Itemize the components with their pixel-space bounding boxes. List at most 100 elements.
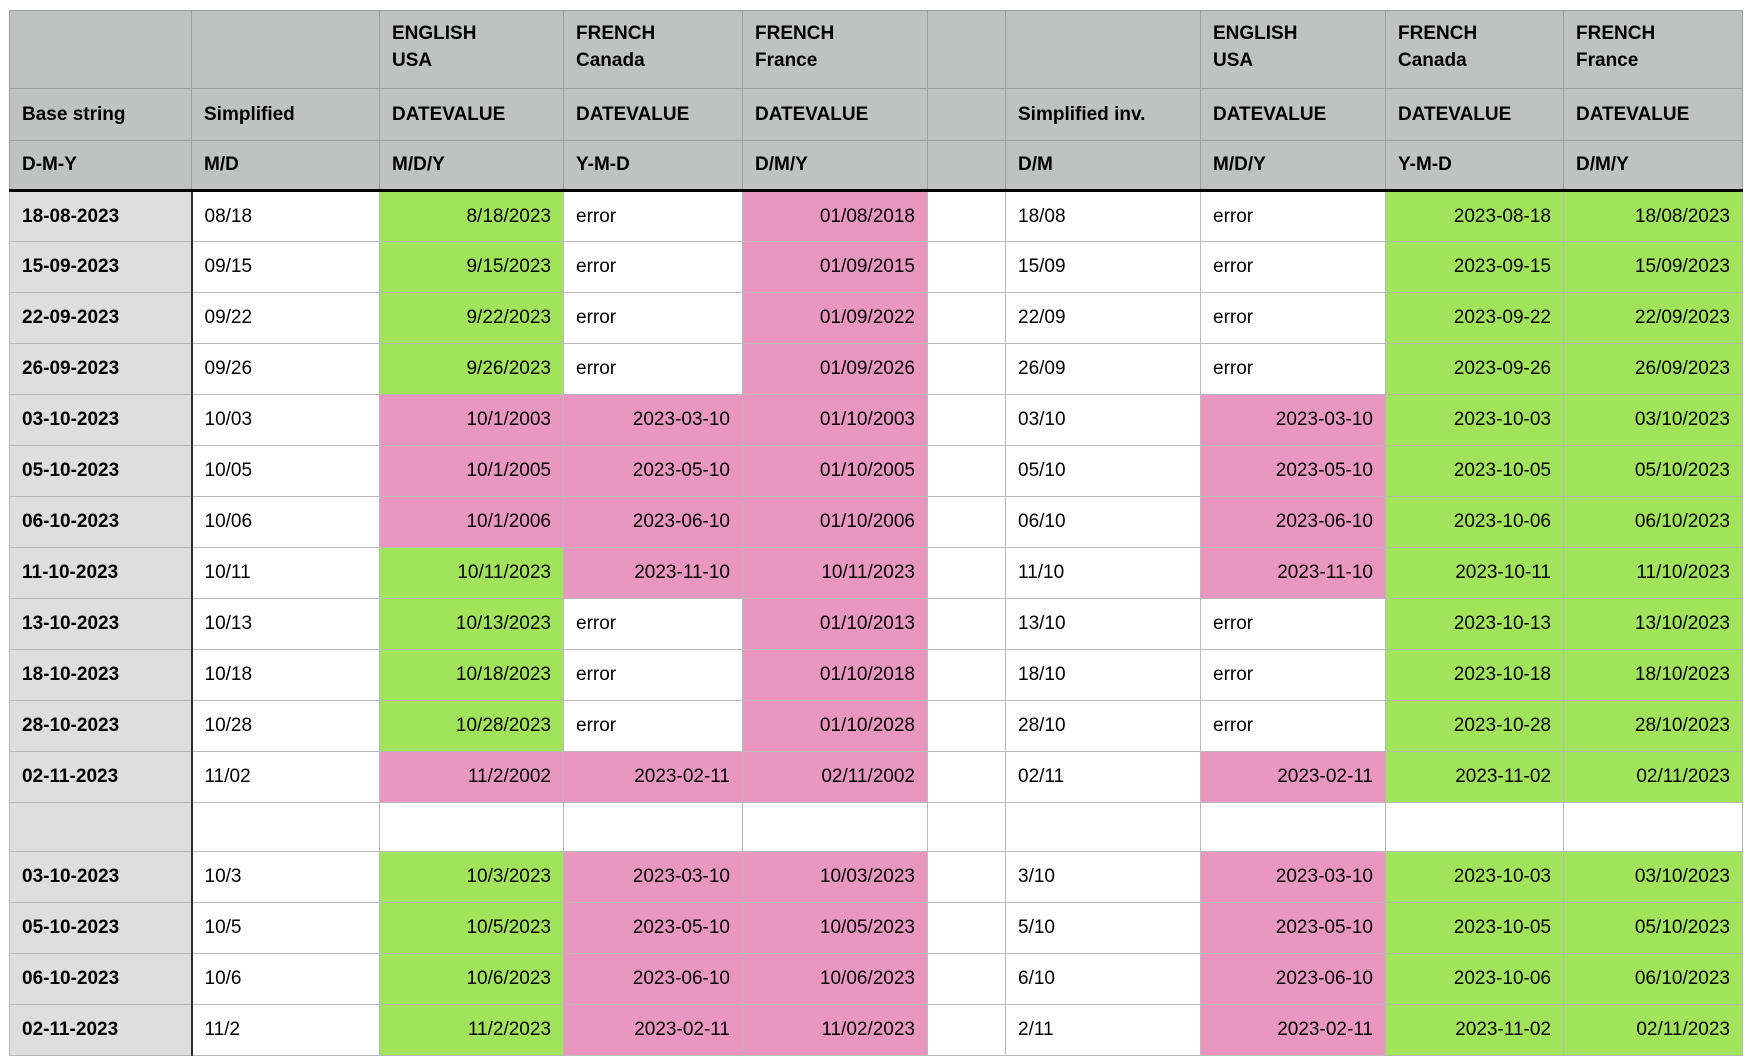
cell-simplified[interactable]: 08/18: [191, 190, 380, 242]
cell-datevalue-english-usa[interactable]: 9/15/2023: [379, 241, 564, 293]
cell-datevalue-french-france[interactable]: 01/10/2003: [742, 394, 928, 446]
cell-inv-datevalue-french-canada[interactable]: 2023-11-02: [1385, 751, 1564, 803]
cell-datevalue-french-canada[interactable]: 2023-02-11: [563, 1004, 743, 1056]
cell-inv-datevalue-english-usa[interactable]: error: [1200, 700, 1386, 752]
cell-simplified[interactable]: 11/2: [191, 1004, 380, 1056]
cell-simplified-inverted[interactable]: 02/11: [1005, 751, 1201, 803]
cell-inv-datevalue-french-canada[interactable]: 2023-11-02: [1385, 1004, 1564, 1056]
cell-base-string[interactable]: 11-10-2023: [9, 547, 193, 599]
cell-datevalue-english-usa[interactable]: 11/2/2023: [379, 1004, 564, 1056]
cell-datevalue-french-canada[interactable]: 2023-06-10: [563, 953, 743, 1005]
cell-datevalue-english-usa[interactable]: 10/1/2005: [379, 445, 564, 497]
cell-datevalue-french-france[interactable]: 02/11/2002: [742, 751, 928, 803]
cell-inv-datevalue-english-usa[interactable]: error: [1200, 343, 1386, 395]
cell-inv-datevalue-english-usa[interactable]: 2023-05-10: [1200, 445, 1386, 497]
cell-datevalue-french-france[interactable]: 01/10/2005: [742, 445, 928, 497]
cell-simplified[interactable]: 09/22: [191, 292, 380, 344]
cell-base-string[interactable]: 28-10-2023: [9, 700, 193, 752]
cell-simplified[interactable]: 10/03: [191, 394, 380, 446]
cell-datevalue-english-usa[interactable]: 9/26/2023: [379, 343, 564, 395]
cell-inv-datevalue-french-france[interactable]: 26/09/2023: [1563, 343, 1743, 395]
cell-spacer[interactable]: [927, 547, 1006, 599]
cell-base-string[interactable]: 02-11-2023: [9, 751, 193, 803]
cell-simplified[interactable]: 10/6: [191, 953, 380, 1005]
cell-simplified-inverted[interactable]: 2/11: [1005, 1004, 1201, 1056]
cell-simplified[interactable]: 10/18: [191, 649, 380, 701]
cell-datevalue-french-france[interactable]: 01/10/2013: [742, 598, 928, 650]
cell-spacer[interactable]: [927, 802, 1006, 852]
cell-simplified[interactable]: 10/13: [191, 598, 380, 650]
cell-inv-datevalue-english-usa[interactable]: 2023-03-10: [1200, 394, 1386, 446]
cell-inv-datevalue-french-canada[interactable]: 2023-10-11: [1385, 547, 1564, 599]
cell-datevalue-french-france[interactable]: 10/03/2023: [742, 851, 928, 903]
cell-spacer[interactable]: [927, 190, 1006, 242]
cell-datevalue-english-usa[interactable]: 8/18/2023: [379, 190, 564, 242]
cell-base-string[interactable]: 26-09-2023: [9, 343, 193, 395]
cell-spacer[interactable]: [927, 394, 1006, 446]
cell-base-string[interactable]: 13-10-2023: [9, 598, 193, 650]
cell-spacer[interactable]: [927, 496, 1006, 548]
cell-base-string[interactable]: 18-08-2023: [9, 190, 193, 242]
cell-spacer[interactable]: [927, 649, 1006, 701]
cell-simplified[interactable]: 10/06: [191, 496, 380, 548]
cell-inv-datevalue-english-usa[interactable]: 2023-06-10: [1200, 496, 1386, 548]
cell-simplified-inverted[interactable]: 03/10: [1005, 394, 1201, 446]
cell-simplified-inverted[interactable]: 3/10: [1005, 851, 1201, 903]
cell-datevalue-french-canada[interactable]: error: [563, 241, 743, 293]
cell-inv-datevalue-french-canada[interactable]: 2023-10-03: [1385, 851, 1564, 903]
cell-datevalue-french-canada[interactable]: error: [563, 598, 743, 650]
cell-inv-datevalue-french-france[interactable]: 22/09/2023: [1563, 292, 1743, 344]
cell-base-string[interactable]: 03-10-2023: [9, 851, 193, 903]
cell-inv-datevalue-english-usa[interactable]: error: [1200, 190, 1386, 242]
cell-simplified[interactable]: 10/3: [191, 851, 380, 903]
cell-simplified[interactable]: 09/15: [191, 241, 380, 293]
cell-inv-datevalue-french-canada[interactable]: 2023-10-18: [1385, 649, 1564, 701]
cell-inv-datevalue-french-france[interactable]: 02/11/2023: [1563, 751, 1743, 803]
cell-datevalue-english-usa[interactable]: 10/1/2003: [379, 394, 564, 446]
cell-inv-datevalue-french-canada[interactable]: 2023-10-06: [1385, 496, 1564, 548]
cell-base-string[interactable]: 15-09-2023: [9, 241, 193, 293]
cell-inv-datevalue-french-canada[interactable]: 2023-09-15: [1385, 241, 1564, 293]
cell-simplified-inverted[interactable]: 15/09: [1005, 241, 1201, 293]
cell-datevalue-french-canada[interactable]: 2023-03-10: [563, 851, 743, 903]
cell-spacer[interactable]: [927, 445, 1006, 497]
cell-base-string[interactable]: 03-10-2023: [9, 394, 193, 446]
cell-inv-datevalue-english-usa[interactable]: error: [1200, 598, 1386, 650]
cell-inv-datevalue-english-usa[interactable]: [1200, 802, 1386, 852]
cell-inv-datevalue-french-canada[interactable]: 2023-09-22: [1385, 292, 1564, 344]
cell-inv-datevalue-french-france[interactable]: 11/10/2023: [1563, 547, 1743, 599]
cell-datevalue-english-usa[interactable]: 11/2/2002: [379, 751, 564, 803]
cell-datevalue-french-france[interactable]: 01/10/2006: [742, 496, 928, 548]
cell-inv-datevalue-french-france[interactable]: 05/10/2023: [1563, 902, 1743, 954]
cell-simplified-inverted[interactable]: 11/10: [1005, 547, 1201, 599]
cell-base-string[interactable]: 02-11-2023: [9, 1004, 193, 1056]
cell-datevalue-french-france[interactable]: 11/02/2023: [742, 1004, 928, 1056]
cell-simplified-inverted[interactable]: 06/10: [1005, 496, 1201, 548]
cell-base-string[interactable]: 06-10-2023: [9, 953, 193, 1005]
cell-inv-datevalue-english-usa[interactable]: 2023-11-10: [1200, 547, 1386, 599]
cell-inv-datevalue-english-usa[interactable]: 2023-02-11: [1200, 1004, 1386, 1056]
cell-inv-datevalue-french-france[interactable]: [1563, 802, 1743, 852]
cell-simplified-inverted[interactable]: [1005, 802, 1201, 852]
cell-simplified-inverted[interactable]: 18/08: [1005, 190, 1201, 242]
cell-inv-datevalue-french-canada[interactable]: 2023-10-05: [1385, 902, 1564, 954]
cell-inv-datevalue-french-france[interactable]: 15/09/2023: [1563, 241, 1743, 293]
cell-base-string[interactable]: [9, 802, 193, 852]
cell-datevalue-french-france[interactable]: 01/10/2028: [742, 700, 928, 752]
cell-inv-datevalue-english-usa[interactable]: error: [1200, 241, 1386, 293]
cell-simplified-inverted[interactable]: 26/09: [1005, 343, 1201, 395]
cell-inv-datevalue-english-usa[interactable]: error: [1200, 649, 1386, 701]
cell-inv-datevalue-french-canada[interactable]: 2023-10-03: [1385, 394, 1564, 446]
cell-inv-datevalue-french-france[interactable]: 03/10/2023: [1563, 851, 1743, 903]
cell-inv-datevalue-french-canada[interactable]: [1385, 802, 1564, 852]
cell-spacer[interactable]: [927, 851, 1006, 903]
cell-datevalue-english-usa[interactable]: 10/28/2023: [379, 700, 564, 752]
cell-spacer[interactable]: [927, 902, 1006, 954]
cell-simplified[interactable]: 11/02: [191, 751, 380, 803]
cell-datevalue-french-france[interactable]: [742, 802, 928, 852]
cell-spacer[interactable]: [927, 751, 1006, 803]
cell-datevalue-french-canada[interactable]: [563, 802, 743, 852]
cell-inv-datevalue-french-france[interactable]: 03/10/2023: [1563, 394, 1743, 446]
cell-simplified-inverted[interactable]: 13/10: [1005, 598, 1201, 650]
cell-inv-datevalue-french-canada[interactable]: 2023-10-05: [1385, 445, 1564, 497]
